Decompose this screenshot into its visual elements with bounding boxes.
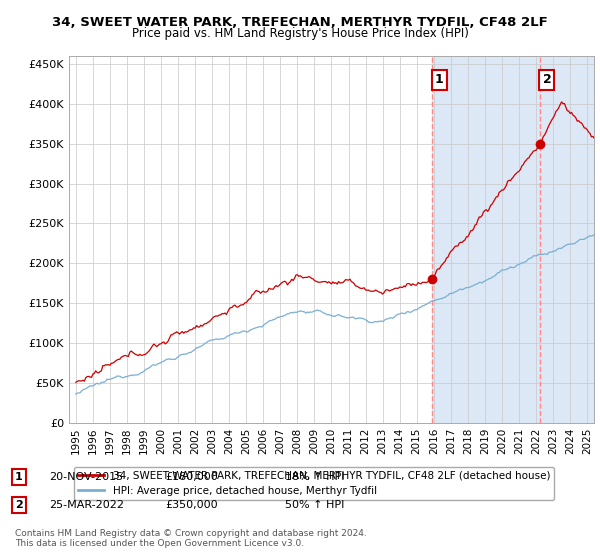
Text: This data is licensed under the Open Government Licence v3.0.: This data is licensed under the Open Gov… — [15, 539, 304, 548]
Text: 1: 1 — [434, 73, 443, 86]
Legend: 34, SWEET WATER PARK, TREFECHAN, MERTHYR TYDFIL, CF48 2LF (detached house), HPI:: 34, SWEET WATER PARK, TREFECHAN, MERTHYR… — [74, 466, 554, 500]
Text: 2: 2 — [15, 500, 23, 510]
Text: Contains HM Land Registry data © Crown copyright and database right 2024.: Contains HM Land Registry data © Crown c… — [15, 529, 367, 538]
Text: 25-MAR-2022: 25-MAR-2022 — [49, 500, 124, 510]
Text: Price paid vs. HM Land Registry's House Price Index (HPI): Price paid vs. HM Land Registry's House … — [131, 27, 469, 40]
Text: 2: 2 — [542, 73, 551, 86]
Text: £350,000: £350,000 — [165, 500, 218, 510]
Text: 18% ↑ HPI: 18% ↑ HPI — [285, 472, 344, 482]
Bar — [432, 56, 594, 423]
Text: 1: 1 — [15, 472, 23, 482]
Text: 20-NOV-2015: 20-NOV-2015 — [49, 472, 124, 482]
Text: £180,000: £180,000 — [165, 472, 218, 482]
Text: 34, SWEET WATER PARK, TREFECHAN, MERTHYR TYDFIL, CF48 2LF: 34, SWEET WATER PARK, TREFECHAN, MERTHYR… — [52, 16, 548, 29]
Text: 50% ↑ HPI: 50% ↑ HPI — [285, 500, 344, 510]
